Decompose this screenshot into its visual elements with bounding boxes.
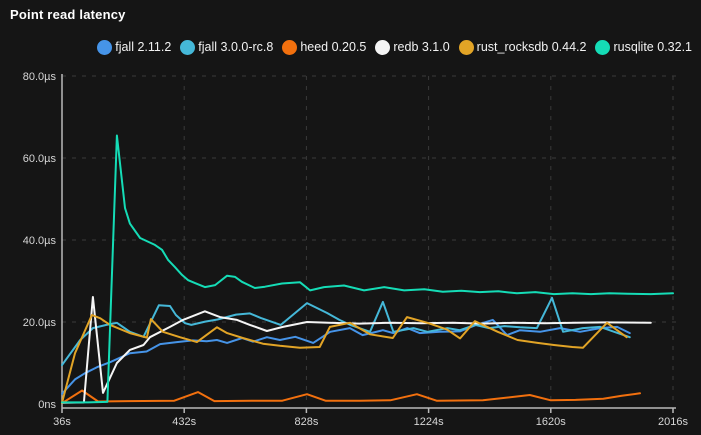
x-tick-label: 2016s [658,416,688,428]
legend-dot-fjall-2-11-2 [97,39,113,55]
legend-dot-heed-0-20-5 [282,39,298,55]
series-line-rusqlite-0-32-1 [61,134,674,404]
series-line-redb-3-1-0 [61,296,652,404]
legend-label: rust_rocksdb 0.44.2 [476,40,587,54]
legend-dot-rust-rocksdb-0-44-2 [458,39,474,55]
chart-title: Point read latency [10,7,126,22]
legend-item-heed-0-20-5[interactable]: heed 0.20.5 [282,39,367,55]
y-tick-label: 0ns [38,399,56,411]
legend-dot-fjall-3-0-0-rc-8 [180,39,196,55]
series-line-rust-rocksdb-0-44-2 [61,314,628,404]
legend-label: redb 3.1.0 [393,40,450,54]
legend: fjall 2.11.2 fjall 3.0.0-rc.8 heed 0.20.5 r… [0,38,692,56]
x-tick-label: 1224s [414,416,444,428]
legend-label: fjall 2.11.2 [115,40,172,54]
legend-label: fjall 3.0.0-rc.8 [198,40,274,54]
legend-item-fjall-2-11-2[interactable]: fjall 2.11.2 [97,39,172,55]
legend-item-rusqlite-0-32-1[interactable]: rusqlite 0.32.1 [595,39,692,55]
legend-dot-redb-3-1-0 [375,39,391,55]
y-tick-label: 60.0µs [23,153,57,165]
legend-item-fjall-3-0-0-rc-8[interactable]: fjall 3.0.0-rc.8 [180,39,274,55]
legend-item-rust-rocksdb-0-44-2[interactable]: rust_rocksdb 0.44.2 [458,39,587,55]
x-tick-label: 432s [172,416,196,428]
y-tick-label: 80.0µs [23,71,57,83]
x-tick-label: 828s [294,416,318,428]
y-tick-label: 20.0µs [23,317,57,329]
x-tick-label: 1620s [536,416,566,428]
y-tick-label: 40.0µs [23,235,57,247]
legend-label: rusqlite 0.32.1 [613,40,692,54]
legend-dot-rusqlite-0-32-1 [595,39,611,55]
series-line-fjall-2-11-2 [61,318,631,395]
series-line-heed-0-20-5 [61,389,641,405]
legend-item-redb-3-1-0[interactable]: redb 3.1.0 [375,39,450,55]
legend-label: heed 0.20.5 [300,40,367,54]
x-tick-label: 36s [53,416,71,428]
